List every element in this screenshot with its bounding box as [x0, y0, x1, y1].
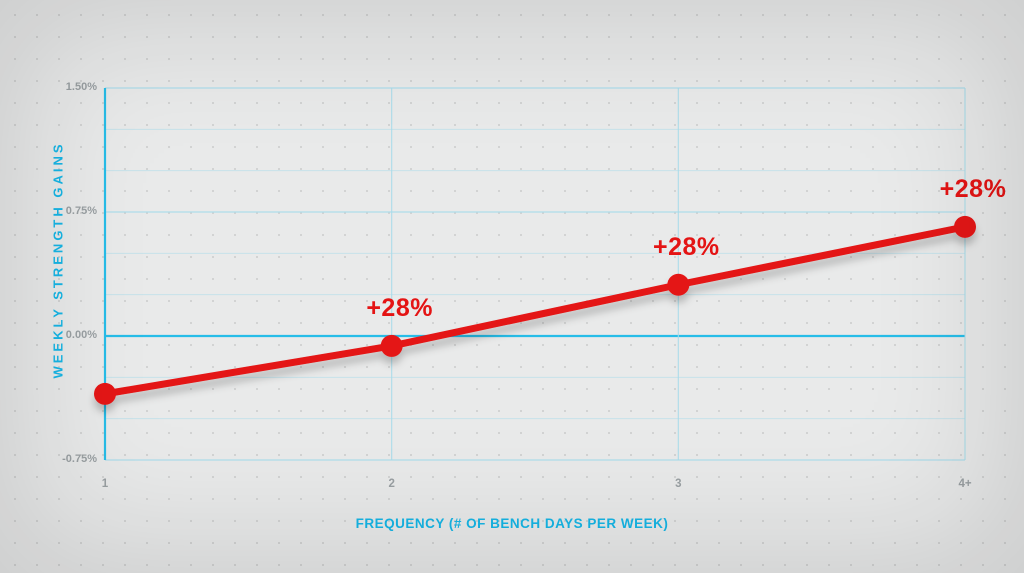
chart-svg [0, 0, 1024, 573]
y-tick-label: 0.00% [47, 329, 97, 341]
data-point-label: +28% [653, 233, 720, 262]
x-tick-label: 3 [663, 478, 693, 490]
y-tick-label: 1.50% [47, 81, 97, 93]
y-tick-label: 0.75% [47, 205, 97, 217]
series-layer [94, 216, 976, 405]
data-point-label: +28% [366, 294, 433, 323]
x-tick-label: 4+ [950, 478, 980, 490]
y-axis-label: WEEKLY STRENGTH GAINS [51, 141, 66, 378]
y-tick-label: -0.75% [47, 453, 97, 465]
grid-layer [105, 88, 965, 460]
chart-stage: WEEKLY STRENGTH GAINS FREQUENCY (# OF BE… [0, 0, 1024, 573]
x-axis-label: FREQUENCY (# OF BENCH DAYS PER WEEK) [0, 516, 1024, 531]
data-point-label: +28% [940, 175, 1007, 204]
x-tick-label: 2 [377, 478, 407, 490]
x-tick-label: 1 [90, 478, 120, 490]
